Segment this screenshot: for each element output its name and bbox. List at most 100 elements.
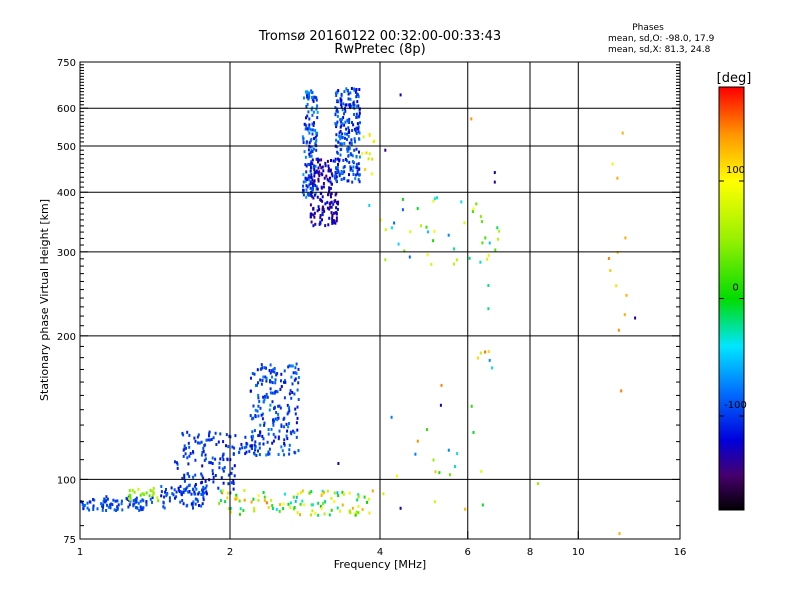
colorbar-band	[719, 252, 744, 254]
colorbar-band	[719, 164, 744, 166]
colorbar-band	[719, 309, 744, 311]
data-point	[339, 118, 342, 122]
colorbar-band	[719, 221, 744, 223]
data-point	[354, 173, 357, 177]
data-point	[313, 121, 315, 125]
data-point	[334, 174, 337, 178]
data-point	[343, 142, 346, 145]
data-point	[309, 186, 312, 190]
colorbar-band	[719, 190, 744, 192]
colorbar-band	[719, 186, 744, 188]
data-point	[219, 499, 222, 502]
data-point	[314, 164, 317, 168]
colorbar-band	[719, 388, 744, 390]
data-point	[312, 207, 315, 211]
data-point	[430, 262, 433, 266]
colorbar-band	[719, 491, 744, 493]
data-point	[317, 501, 320, 505]
data-point	[272, 439, 275, 443]
colorbar-band	[719, 292, 744, 294]
data-point	[92, 498, 94, 501]
colorbar-band	[719, 275, 744, 277]
data-point	[346, 149, 349, 153]
data-point	[266, 440, 269, 444]
data-point	[336, 107, 339, 111]
colorbar-band	[719, 267, 744, 269]
data-point	[263, 423, 266, 427]
data-point	[494, 248, 497, 252]
data-point	[371, 489, 374, 493]
data-point	[231, 445, 234, 449]
colorbar-band	[719, 126, 744, 128]
data-point	[192, 506, 194, 510]
data-point	[293, 506, 296, 509]
colorbar-band	[719, 266, 744, 268]
data-point	[92, 508, 95, 511]
data-point	[201, 464, 204, 468]
data-point	[432, 199, 435, 203]
data-point	[314, 184, 317, 187]
data-point	[222, 452, 225, 456]
data-point	[208, 461, 211, 465]
data-point	[303, 150, 306, 154]
data-point	[321, 213, 324, 217]
colorbar-band	[719, 503, 744, 505]
data-point	[306, 114, 309, 118]
data-point	[129, 496, 132, 500]
stats-heading: Phases	[632, 23, 664, 33]
colorbar-band	[719, 145, 744, 147]
data-point	[292, 495, 295, 499]
data-point	[253, 443, 256, 447]
data-point	[475, 202, 478, 206]
data-point	[137, 501, 140, 505]
data-point	[309, 163, 312, 167]
colorbar-band	[719, 247, 744, 249]
colorbar-band	[719, 241, 744, 243]
colorbar-band	[719, 315, 744, 317]
data-point	[319, 163, 321, 167]
colorbar-band	[719, 462, 744, 464]
colorbar-band	[719, 115, 744, 117]
data-point	[128, 503, 131, 507]
data-point	[350, 167, 353, 171]
colorbar-band	[719, 497, 744, 499]
colorbar-band	[719, 351, 744, 353]
data-point	[248, 449, 251, 453]
data-point	[355, 131, 358, 135]
data-point	[279, 406, 282, 410]
colorbar-band	[719, 484, 744, 486]
data-point	[208, 438, 211, 442]
data-point	[202, 498, 205, 502]
colorbar-band	[719, 225, 744, 227]
colorbar-band	[719, 336, 744, 338]
data-point	[232, 487, 235, 491]
data-point	[342, 166, 345, 170]
colorbar-band	[719, 418, 744, 420]
data-point	[326, 489, 329, 493]
data-point	[106, 503, 108, 507]
data-point	[205, 438, 208, 442]
data-point	[339, 153, 342, 157]
data-point	[268, 408, 271, 412]
data-point	[219, 432, 222, 436]
data-point	[275, 411, 278, 414]
data-point	[174, 496, 176, 500]
colorbar-band	[719, 493, 744, 495]
colorbar-band	[719, 425, 744, 427]
data-point	[308, 183, 311, 187]
colorbar-band	[719, 451, 744, 453]
data-point	[135, 500, 138, 504]
colorbar-band	[719, 226, 744, 228]
colorbar-band	[719, 317, 744, 319]
colorbar-band	[719, 263, 744, 265]
data-point	[471, 210, 474, 214]
data-point	[239, 507, 242, 511]
colorbar-band	[719, 232, 744, 234]
data-point	[280, 445, 283, 449]
data-point	[120, 499, 123, 503]
data-point	[280, 424, 283, 428]
data-point	[301, 135, 304, 139]
data-point	[313, 215, 316, 219]
data-point	[223, 466, 226, 469]
colorbar-band	[719, 439, 744, 441]
